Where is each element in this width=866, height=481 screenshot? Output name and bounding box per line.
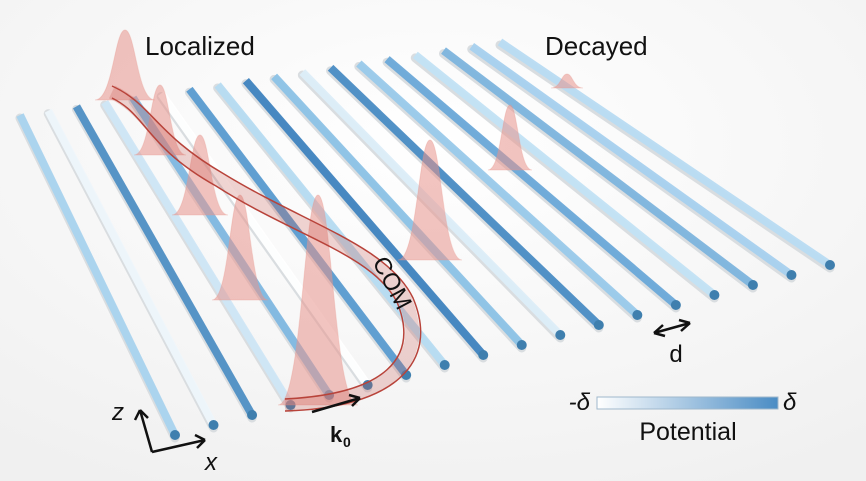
waveguide <box>327 64 602 328</box>
wavepackets <box>94 29 584 406</box>
waveguide-end <box>170 430 180 440</box>
wavepacket <box>397 139 463 261</box>
waveguide <box>242 78 487 358</box>
waveguide-end <box>747 280 758 290</box>
waveguide <box>384 56 679 309</box>
waveguide-array <box>15 38 835 443</box>
waveguide <box>16 113 179 437</box>
com-edge <box>111 85 422 412</box>
waveguide <box>441 47 756 289</box>
colorbar-min: -δ <box>569 389 591 416</box>
label-k-subscript: 0 <box>343 434 351 450</box>
wavepacket <box>211 194 269 301</box>
waveguide-end <box>401 370 412 380</box>
k-arrow <box>311 396 361 414</box>
com-edge <box>111 97 405 400</box>
waveguide-end <box>516 340 527 350</box>
waveguide-end <box>247 410 258 420</box>
wavepacket <box>550 73 584 89</box>
spacing-arrow <box>653 321 691 335</box>
com-band <box>108 85 420 412</box>
wavepacket <box>94 29 156 101</box>
waveguide <box>101 100 294 408</box>
axis-z: z <box>111 399 124 426</box>
waveguide <box>469 43 794 279</box>
waveguide <box>497 38 833 269</box>
label-d: d <box>669 341 682 368</box>
waveguide <box>271 73 525 348</box>
k-arrowhead <box>348 393 361 407</box>
wavepacket <box>487 104 533 171</box>
label-localized: Localized <box>145 31 255 61</box>
colorbar-title: Potential <box>639 418 736 446</box>
wavepacket <box>277 194 359 406</box>
waveguide <box>356 60 641 318</box>
spacing-arrowheads <box>653 318 691 338</box>
waveguide-end <box>478 350 489 360</box>
waveguide-end <box>632 310 643 320</box>
waveguide-end <box>593 320 604 330</box>
waveguide-end <box>439 360 450 370</box>
waveguide <box>72 104 256 417</box>
colorbar-max: δ <box>783 389 797 416</box>
label-decayed: Decayed <box>545 31 648 61</box>
wavepacket <box>171 134 229 216</box>
coordinate-axes <box>133 409 206 454</box>
waveguide <box>214 82 448 368</box>
waveguide-end <box>362 380 373 390</box>
waveguide <box>44 108 218 427</box>
waveguide-end <box>555 330 566 340</box>
waveguide <box>412 51 717 299</box>
waveguide-end <box>709 290 720 300</box>
waveguide-end <box>208 420 219 430</box>
waveguide-end <box>670 300 681 310</box>
axis-x: x <box>204 449 218 476</box>
label-k: k <box>330 422 343 447</box>
colorbar <box>596 396 779 410</box>
waveguide-end <box>825 260 835 270</box>
waveguide <box>186 86 410 378</box>
waveguide-end <box>786 270 797 280</box>
